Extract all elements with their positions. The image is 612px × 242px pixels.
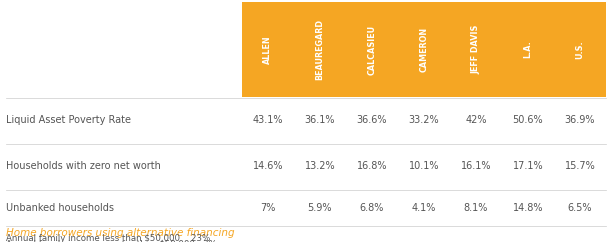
Text: BEAUREGARD: BEAUREGARD [315, 19, 324, 80]
Text: Households with zero net worth: Households with zero net worth [6, 161, 161, 171]
Text: 10.1%: 10.1% [409, 161, 439, 171]
Text: 16.1%: 16.1% [461, 161, 491, 171]
Text: Home borrowers using alternative financing: Home borrowers using alternative financi… [6, 228, 235, 238]
Text: 6.8%: 6.8% [360, 203, 384, 213]
Text: 36.1%: 36.1% [305, 115, 335, 125]
Text: 15.7%: 15.7% [564, 161, 595, 171]
Text: 16.8%: 16.8% [357, 161, 387, 171]
Text: 36.6%: 36.6% [357, 115, 387, 125]
Text: 36.9%: 36.9% [565, 115, 595, 125]
Text: 33.2%: 33.2% [408, 115, 439, 125]
Text: Unbanked households: Unbanked households [6, 203, 114, 213]
Text: 6.5%: 6.5% [567, 203, 592, 213]
Text: 7%: 7% [260, 203, 275, 213]
Text: U.S.: U.S. [575, 40, 584, 59]
Text: 5.9%: 5.9% [307, 203, 332, 213]
Text: Annual family income greater than $50,000   3%: Annual family income greater than $50,00… [6, 240, 217, 242]
Text: 43.1%: 43.1% [253, 115, 283, 125]
Text: 8.1%: 8.1% [464, 203, 488, 213]
Text: 14.6%: 14.6% [253, 161, 283, 171]
Text: Liquid Asset Poverty Rate: Liquid Asset Poverty Rate [6, 115, 131, 125]
Text: L.A.: L.A. [523, 41, 532, 59]
Text: 14.8%: 14.8% [513, 203, 543, 213]
Text: 4.1%: 4.1% [412, 203, 436, 213]
Bar [242, 2, 606, 97]
Text: JEFF DAVIS: JEFF DAVIS [471, 25, 480, 74]
Text: Annual family income less than $50,000    23%: Annual family income less than $50,000 2… [6, 234, 211, 242]
Text: 17.1%: 17.1% [512, 161, 543, 171]
Text: CALCASIEU: CALCASIEU [367, 24, 376, 75]
Text: 50.6%: 50.6% [512, 115, 543, 125]
Text: ALLEN: ALLEN [263, 35, 272, 64]
Text: 42%: 42% [465, 115, 487, 125]
Text: CAMERON: CAMERON [419, 27, 428, 72]
Text: 13.2%: 13.2% [304, 161, 335, 171]
